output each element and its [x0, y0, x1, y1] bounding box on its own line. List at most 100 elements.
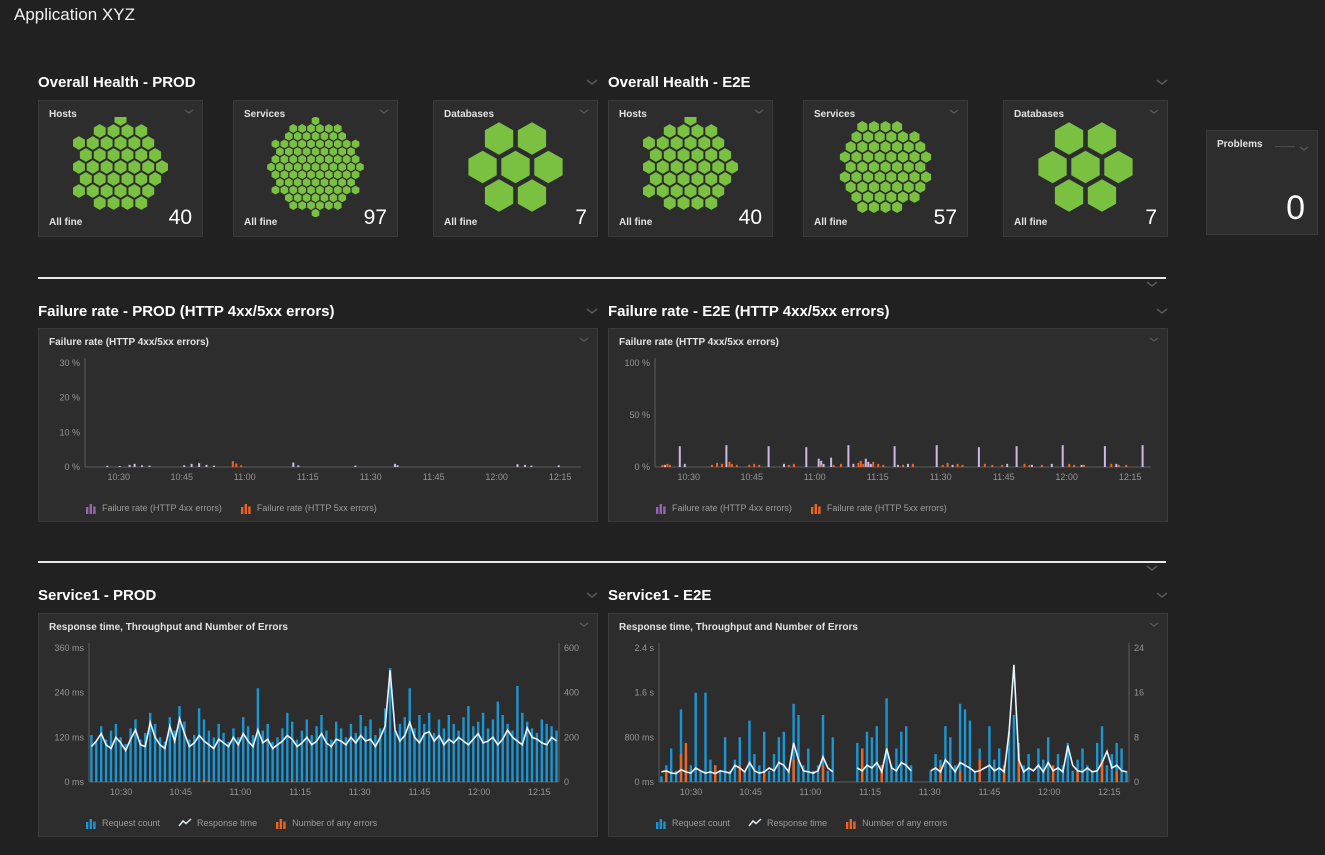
- health-tile-hosts-prod[interactable]: Hosts All fine 40: [38, 100, 203, 237]
- service-e2e-plot[interactable]: 0 ms800 ms1.6 s2.4 s08162410:3010:4511:0…: [609, 638, 1167, 804]
- legend-item[interactable]: Number of any errors: [275, 817, 377, 829]
- legend-item[interactable]: Request count: [85, 817, 160, 829]
- svg-text:0 %: 0 %: [64, 462, 80, 472]
- tile-status: All fine: [1014, 217, 1047, 228]
- svg-text:240 ms: 240 ms: [54, 688, 84, 698]
- bars-icon: [655, 502, 667, 514]
- page-title: Application XYZ: [14, 5, 135, 25]
- svg-text:11:00: 11:00: [229, 787, 251, 797]
- chevron-down-icon[interactable]: [949, 109, 959, 115]
- svg-text:11:00: 11:00: [799, 787, 821, 797]
- legend-item[interactable]: Number of any errors: [845, 817, 947, 829]
- health-tile-services-e2e[interactable]: Services All fine 57: [803, 100, 968, 237]
- honeycomb: [1004, 117, 1167, 217]
- tile-status: All fine: [49, 217, 82, 228]
- legend-label: Request count: [102, 818, 160, 828]
- tile-title: Problems: [1217, 139, 1263, 150]
- svg-text:11:30: 11:30: [919, 787, 941, 797]
- svg-text:10 %: 10 %: [59, 427, 80, 437]
- svg-text:10:45: 10:45: [170, 472, 193, 482]
- chevron-down-icon[interactable]: [379, 109, 389, 115]
- chevron-down-icon[interactable]: [579, 622, 589, 628]
- svg-text:360 ms: 360 ms: [54, 643, 84, 653]
- bars-icon: [85, 817, 97, 829]
- legend-item[interactable]: Request count: [655, 817, 730, 829]
- chevron-down-icon[interactable]: [579, 337, 589, 343]
- legend-label: Failure rate (HTTP 4xx errors): [672, 503, 792, 513]
- svg-text:10:30: 10:30: [677, 472, 700, 482]
- svg-text:12:15: 12:15: [528, 787, 551, 797]
- failure-prod-tile[interactable]: Failure rate (HTTP 4xx/5xx errors) 0 %10…: [38, 328, 598, 522]
- chart-legend: Failure rate (HTTP 4xx errors) Failure ra…: [85, 502, 377, 514]
- svg-text:10:45: 10:45: [169, 787, 192, 797]
- svg-text:0: 0: [564, 777, 569, 787]
- svg-text:11:30: 11:30: [930, 472, 952, 482]
- svg-text:0 ms: 0 ms: [64, 777, 84, 787]
- health-tile-services-prod[interactable]: Services All fine 97: [233, 100, 398, 237]
- chevron-down-icon[interactable]: [1146, 565, 1158, 572]
- health-tile-databases-prod[interactable]: Databases All fine 7: [433, 100, 598, 237]
- failure-e2e-plot[interactable]: 0 %50 %100 %10:3010:4511:0011:1511:3011:…: [609, 353, 1167, 489]
- honeycomb: [804, 117, 967, 217]
- legend-item[interactable]: Response time: [178, 818, 257, 828]
- svg-text:11:45: 11:45: [423, 472, 445, 482]
- chevron-down-icon[interactable]: [1156, 592, 1168, 599]
- svg-text:11:30: 11:30: [349, 787, 371, 797]
- svg-text:0 ms: 0 ms: [634, 777, 654, 787]
- health-tile-databases-e2e[interactable]: Databases All fine 7: [1003, 100, 1168, 237]
- legend-label: Number of any errors: [862, 818, 947, 828]
- bars-icon: [655, 817, 667, 829]
- chart-title: Failure rate (HTTP 4xx/5xx errors): [619, 337, 779, 348]
- chevron-down-icon[interactable]: [1156, 308, 1168, 315]
- health-tile-hosts-e2e[interactable]: Hosts All fine 40: [608, 100, 773, 237]
- tile-count: 40: [169, 207, 192, 228]
- legend-item[interactable]: Failure rate (HTTP 4xx errors): [85, 502, 222, 514]
- svg-text:120 ms: 120 ms: [54, 732, 84, 742]
- svg-text:10:45: 10:45: [739, 787, 762, 797]
- tile-count: 40: [739, 207, 762, 228]
- chevron-down-icon[interactable]: [586, 308, 598, 315]
- chevron-down-icon[interactable]: [586, 79, 598, 86]
- chevron-down-icon[interactable]: [586, 592, 598, 599]
- chevron-down-icon[interactable]: [1299, 146, 1309, 152]
- chevron-down-icon[interactable]: [579, 109, 589, 115]
- chevron-down-icon[interactable]: [1156, 79, 1168, 86]
- chevron-down-icon[interactable]: [1149, 109, 1159, 115]
- legend-item[interactable]: Failure rate (HTTP 5xx errors): [810, 502, 947, 514]
- honeycomb: [434, 117, 597, 217]
- svg-text:11:30: 11:30: [360, 472, 382, 482]
- honeycomb: [234, 117, 397, 217]
- problems-tile[interactable]: Problems 0: [1206, 130, 1318, 235]
- failure-e2e-tile[interactable]: Failure rate (HTTP 4xx/5xx errors) 0 %50…: [608, 328, 1168, 522]
- chevron-down-icon[interactable]: [1149, 337, 1159, 343]
- legend-label: Failure rate (HTTP 5xx errors): [827, 503, 947, 513]
- svg-text:12:15: 12:15: [549, 472, 572, 482]
- svg-text:11:15: 11:15: [859, 787, 881, 797]
- service-prod-plot[interactable]: 0 ms120 ms240 ms360 ms020040060010:3010:…: [39, 638, 597, 804]
- chevron-down-icon[interactable]: [184, 109, 194, 115]
- svg-text:10:30: 10:30: [110, 787, 133, 797]
- service-e2e-tile[interactable]: Response time, Throughput and Number of …: [608, 613, 1168, 837]
- honeycomb: [609, 117, 772, 217]
- svg-text:50 %: 50 %: [629, 410, 650, 420]
- legend-item[interactable]: Failure rate (HTTP 5xx errors): [240, 502, 377, 514]
- legend-item[interactable]: Failure rate (HTTP 4xx errors): [655, 502, 792, 514]
- svg-text:12:00: 12:00: [485, 472, 508, 482]
- tile-status: All fine: [244, 217, 277, 228]
- service-prod-tile[interactable]: Response time, Throughput and Number of …: [38, 613, 598, 837]
- chevron-down-icon[interactable]: [1149, 622, 1159, 628]
- bars-icon: [275, 817, 287, 829]
- svg-text:11:45: 11:45: [978, 787, 1000, 797]
- chevron-down-icon[interactable]: [754, 109, 764, 115]
- section-header-service-e2e: Service1 - E2E: [608, 585, 1168, 605]
- legend-item[interactable]: Response time: [748, 818, 827, 828]
- problems-count: 0: [1286, 189, 1305, 228]
- line-icon: [748, 818, 762, 828]
- chevron-down-icon[interactable]: [1146, 281, 1158, 288]
- svg-text:12:00: 12:00: [1038, 787, 1061, 797]
- section-header-failure-prod: Failure rate - PROD (HTTP 4xx/5xx errors…: [38, 301, 598, 321]
- svg-text:200: 200: [564, 732, 579, 742]
- svg-text:12:15: 12:15: [1098, 787, 1121, 797]
- legend-label: Number of any errors: [292, 818, 377, 828]
- failure-prod-plot[interactable]: 0 %10 %20 %30 %10:3010:4511:0011:1511:30…: [39, 353, 597, 489]
